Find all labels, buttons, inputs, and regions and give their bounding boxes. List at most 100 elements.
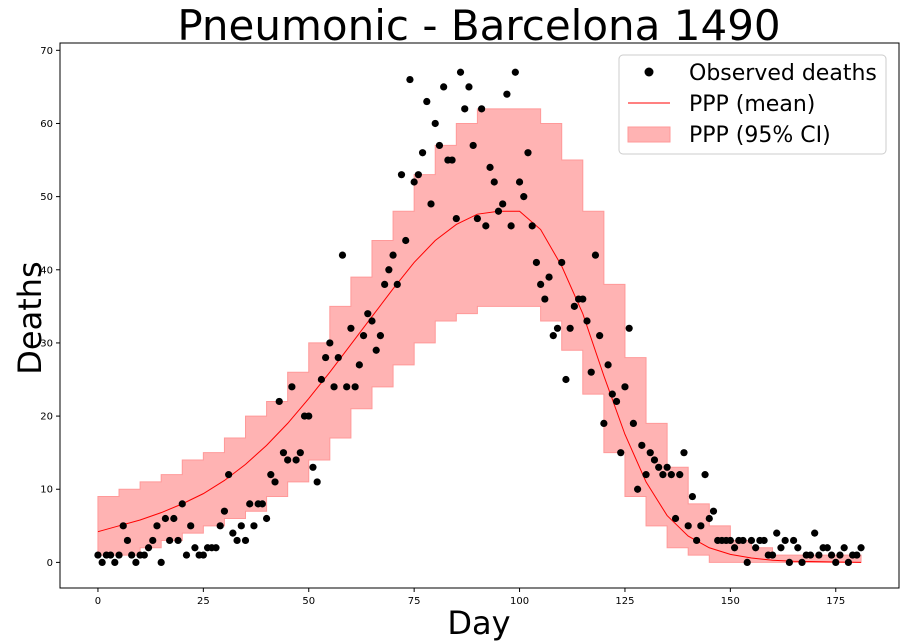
observed-point	[326, 339, 334, 347]
x-tick-label: 125	[615, 596, 634, 607]
observed-point	[309, 463, 317, 471]
x-tick-label: 50	[302, 596, 315, 607]
observed-point	[284, 456, 292, 464]
y-axis: 0 10 20 30 40 50 60 70	[40, 46, 60, 569]
observed-point	[545, 273, 553, 281]
observed-point	[553, 324, 562, 332]
observed-point	[220, 507, 229, 515]
legend-box	[618, 54, 887, 155]
observed-point	[486, 163, 494, 171]
observed-point	[423, 97, 431, 106]
observed-point	[688, 492, 697, 501]
y-axis-label: Deaths	[11, 261, 49, 374]
observed-point	[709, 507, 718, 515]
observed-point	[768, 551, 777, 559]
observed-point	[490, 178, 498, 186]
legend-label-mean: PPP (mean)	[689, 92, 815, 117]
observed-point	[275, 397, 283, 406]
observed-point	[844, 558, 853, 566]
observed-point	[106, 551, 115, 559]
observed-point	[402, 236, 410, 245]
observed-point	[773, 529, 781, 537]
observed-point	[701, 471, 709, 479]
observed-point	[267, 471, 275, 479]
observed-point	[840, 544, 848, 552]
observed-point	[157, 558, 165, 566]
observed-point	[499, 200, 507, 208]
observed-point	[832, 558, 840, 566]
observed-point	[170, 514, 178, 523]
observed-point	[246, 500, 254, 508]
observed-point	[596, 332, 604, 340]
observed-point	[655, 463, 663, 471]
observed-point	[376, 332, 385, 340]
observed-point	[418, 149, 427, 157]
observed-point	[229, 529, 237, 537]
observed-point	[166, 536, 174, 545]
observed-point	[583, 317, 591, 325]
observed-point	[638, 441, 646, 449]
observed-point	[250, 522, 258, 530]
ci-band	[97, 108, 862, 563]
legend-label-observed: Observed deaths	[689, 61, 877, 86]
observed-point	[836, 551, 844, 559]
y-tick-label: 10	[40, 485, 53, 496]
observed-point	[465, 83, 473, 91]
observed-point	[225, 471, 233, 479]
observed-point	[347, 324, 355, 332]
observed-point	[368, 317, 376, 325]
observed-point	[482, 222, 490, 230]
mean-line	[97, 210, 862, 563]
observed-point	[587, 368, 595, 376]
observed-point	[182, 551, 191, 559]
observed-point	[815, 551, 823, 559]
observed-point	[292, 456, 300, 464]
x-tick-label: 0	[95, 596, 101, 607]
y-tick-label: 40	[40, 265, 53, 276]
observed-point	[431, 119, 439, 128]
observed-point	[393, 280, 401, 289]
y-tick-label: 70	[40, 46, 53, 57]
observed-point	[456, 68, 465, 76]
observed-point	[119, 522, 127, 530]
observed-point	[558, 258, 566, 267]
x-tick-label: 100	[510, 596, 529, 607]
observed-point	[414, 171, 422, 179]
observed-point	[313, 478, 321, 486]
observed-point	[726, 536, 734, 545]
observed-point	[241, 536, 250, 545]
observed-point	[621, 383, 629, 391]
legend-marker-ci	[627, 126, 671, 143]
observed-point	[570, 302, 578, 310]
observed-point	[128, 551, 136, 559]
observed-point	[811, 529, 819, 537]
observed-point	[634, 485, 642, 493]
observed-point	[781, 536, 789, 545]
observed-point	[123, 536, 132, 545]
observed-point	[355, 361, 363, 369]
observed-point	[305, 412, 313, 420]
observed-point	[494, 207, 503, 215]
observed-point	[549, 332, 557, 340]
observed-point	[747, 536, 756, 545]
observed-point	[562, 375, 570, 384]
y-tick-label: 0	[47, 558, 53, 569]
observed-point	[334, 353, 342, 362]
x-tick-label: 175	[826, 596, 845, 607]
observed-point	[777, 544, 785, 552]
observed-point	[351, 383, 359, 391]
observed-point	[604, 361, 612, 369]
observed-point	[697, 522, 705, 530]
chart-title: Pneumonic - Barcelona 1490	[177, 1, 780, 50]
observed-point	[406, 75, 414, 84]
observed-point	[642, 471, 650, 479]
observed-point	[115, 551, 123, 559]
observed-point	[528, 222, 536, 230]
legend-label-ci: PPP (95% CI)	[689, 123, 831, 148]
observed-point	[452, 214, 460, 223]
observed-point	[410, 178, 418, 186]
x-tick-label: 25	[197, 596, 210, 607]
observed-point	[760, 536, 768, 545]
observed-point	[212, 544, 220, 552]
